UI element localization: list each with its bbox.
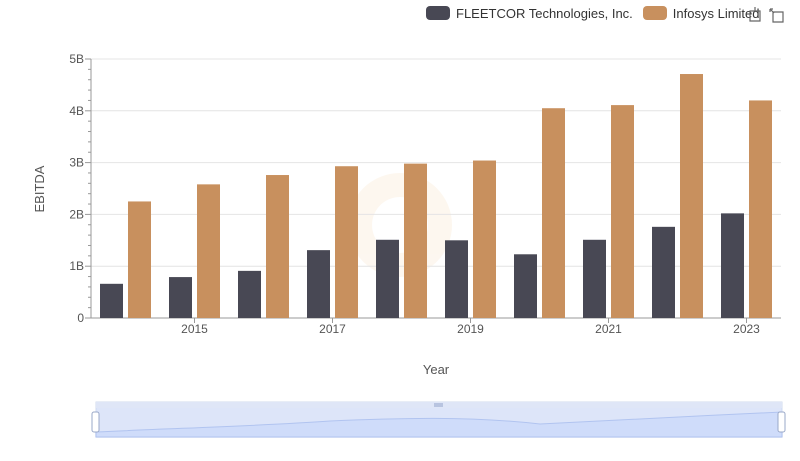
bar-fleetcor-2021[interactable] — [583, 239, 606, 318]
y-tick-label: 0 — [77, 311, 84, 325]
legend-label-infosys: Infosys Limited — [672, 5, 760, 21]
x-tick-label: 2019 — [457, 322, 484, 336]
slider-preview-area — [95, 411, 783, 438]
slider-move-handle[interactable] — [434, 403, 443, 407]
restore-icon[interactable] — [746, 6, 764, 24]
data-zoom-slider[interactable] — [91, 401, 786, 438]
bar-fleetcor-2023[interactable] — [721, 213, 744, 318]
bar-infosys-2019[interactable] — [473, 160, 496, 318]
bar-fleetcor-2019[interactable] — [445, 240, 468, 318]
bar-fleetcor-2017[interactable] — [307, 250, 330, 318]
bar-infosys-2016[interactable] — [266, 175, 289, 318]
bar-fleetcor-2016[interactable] — [238, 270, 261, 318]
zoom-back-icon[interactable] — [768, 6, 786, 24]
watermark-logo — [348, 173, 452, 277]
slider-handle-right[interactable] — [777, 411, 786, 433]
bar-fleetcor-2015[interactable] — [169, 277, 192, 318]
bar-infosys-2021[interactable] — [611, 105, 634, 319]
bar-infosys-2020[interactable] — [542, 108, 565, 319]
bar-fleetcor-2018[interactable] — [376, 239, 399, 318]
legend-item-fleetcor[interactable]: FLEETCOR Technologies, Inc. — [426, 6, 633, 21]
legend: FLEETCOR Technologies, Inc. Infosys Limi… — [426, 4, 770, 22]
legend-label-fleetcor: FLEETCOR Technologies, Inc. — [456, 5, 633, 21]
bar-infosys-2017[interactable] — [335, 166, 358, 318]
legend-item-infosys[interactable]: Infosys Limited — [642, 5, 760, 21]
slider-selected-range — [96, 408, 782, 437]
bar-fleetcor-2014[interactable] — [100, 283, 123, 318]
y-axis: 0 1B 2B 3B 4B 5B — [69, 52, 92, 325]
bar-infosys-2018[interactable] — [404, 163, 427, 318]
x-axis: 2015 2017 2019 2021 2023 — [181, 318, 760, 336]
x-tick-label: 2021 — [595, 322, 622, 336]
bar-infosys-2023[interactable] — [749, 100, 772, 318]
y-tick-label: 4B — [69, 104, 84, 118]
chart-toolbox — [746, 6, 790, 24]
bar-infosys-2014[interactable] — [128, 201, 151, 318]
y-tick-label: 1B — [69, 259, 84, 273]
bar-fleetcor-2020[interactable] — [514, 254, 537, 318]
x-tick-label: 2023 — [733, 322, 760, 336]
bars — [100, 74, 772, 319]
x-tick-label: 2015 — [181, 322, 208, 336]
bar-infosys-2022[interactable] — [680, 74, 703, 318]
x-tick-label: 2017 — [319, 322, 346, 336]
y-axis-title: EBITDA — [32, 165, 47, 212]
slider-handle-left[interactable] — [91, 411, 100, 433]
y-tick-label: 2B — [69, 207, 84, 221]
legend-swatch-fleetcor — [426, 6, 450, 20]
legend-swatch-infosys — [642, 6, 667, 20]
bar-infosys-2015[interactable] — [197, 184, 220, 318]
y-tick-label: 3B — [69, 156, 84, 170]
y-tick-label: 5B — [69, 52, 84, 66]
bar-fleetcor-2022[interactable] — [652, 226, 675, 318]
x-axis-title: Year — [423, 362, 450, 377]
